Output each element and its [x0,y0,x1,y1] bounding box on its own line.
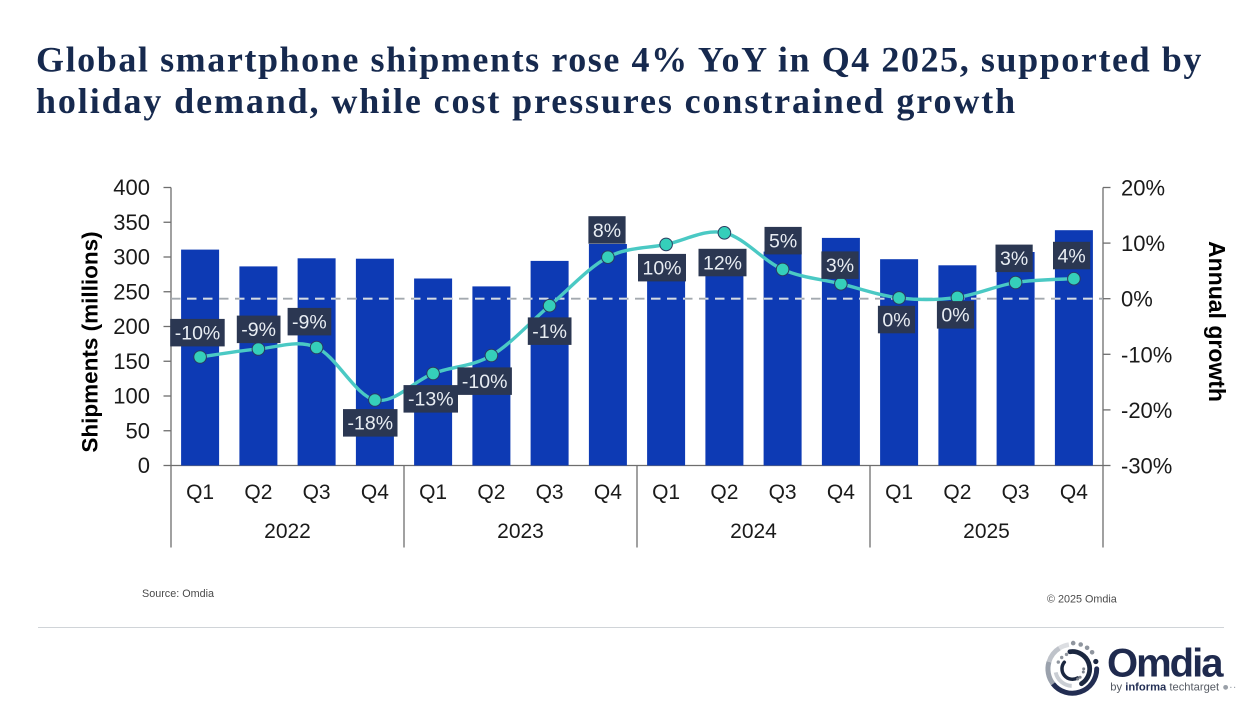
svg-text:50: 50 [126,418,150,443]
svg-text:Shipments (millions): Shipments (millions) [78,231,103,452]
svg-text:Q1: Q1 [419,481,447,504]
svg-text:2024: 2024 [730,520,777,543]
svg-text:Q2: Q2 [943,481,971,504]
svg-text:© 2025 Omdia: © 2025 Omdia [1047,594,1117,606]
svg-text:-9%: -9% [292,312,327,334]
svg-text:3%: 3% [826,255,854,277]
svg-text:Omdia: Omdia [1107,642,1224,686]
svg-text:4%: 4% [1058,245,1086,267]
svg-text:10%: 10% [642,257,681,279]
svg-text:Q1: Q1 [186,481,214,504]
svg-text:Q4: Q4 [1060,481,1088,504]
svg-text:Global smartphone shipments ro: Global smartphone shipments rose 4% YoY … [36,40,1203,80]
svg-text:100: 100 [113,384,150,409]
svg-text:2023: 2023 [497,520,544,543]
svg-text:Source: Omdia: Source: Omdia [142,588,214,600]
svg-text:8%: 8% [593,220,621,242]
svg-text:150: 150 [113,349,150,374]
svg-text:-9%: -9% [241,319,276,341]
svg-text:2025: 2025 [963,520,1010,543]
svg-text:holiday demand, while cost pre: holiday demand, while cost pressures con… [36,81,1017,121]
svg-text:10%: 10% [1121,231,1165,256]
svg-text:-10%: -10% [175,323,221,345]
svg-text:Q2: Q2 [710,481,738,504]
svg-text:Q3: Q3 [536,481,564,504]
svg-text:-30%: -30% [1121,454,1172,479]
svg-text:-20%: -20% [1121,398,1172,423]
svg-text:Q4: Q4 [594,481,622,504]
svg-text:3%: 3% [1000,248,1028,270]
svg-text:0%: 0% [1121,287,1153,312]
svg-text:2022: 2022 [264,520,311,543]
svg-text:Q1: Q1 [885,481,913,504]
svg-text:0: 0 [138,453,150,478]
svg-text:0%: 0% [941,305,969,327]
svg-text:Q3: Q3 [1002,481,1030,504]
svg-text:Q3: Q3 [303,481,331,504]
svg-text:400: 400 [113,175,150,200]
svg-text:Q2: Q2 [244,481,272,504]
svg-text:20%: 20% [1121,176,1165,201]
svg-text:Q1: Q1 [652,481,680,504]
svg-text:Annual growth: Annual growth [1204,241,1230,402]
svg-text:250: 250 [113,279,150,304]
svg-text:200: 200 [113,314,150,339]
svg-text:Q4: Q4 [827,481,855,504]
svg-text:300: 300 [113,245,150,270]
svg-text:12%: 12% [703,252,742,274]
svg-text:-1%: -1% [532,321,567,343]
svg-text:0%: 0% [882,309,910,331]
svg-text:-10%: -10% [1121,342,1172,367]
svg-text:Q4: Q4 [361,481,389,504]
svg-text:-18%: -18% [348,413,394,435]
svg-text:-13%: -13% [408,389,454,411]
svg-text:by informa techtarget ●··: by informa techtarget ●·· [1110,682,1236,694]
svg-text:Q2: Q2 [477,481,505,504]
svg-text:5%: 5% [769,231,797,253]
svg-text:350: 350 [113,210,150,235]
svg-text:-10%: -10% [462,371,508,393]
svg-text:Q3: Q3 [769,481,797,504]
